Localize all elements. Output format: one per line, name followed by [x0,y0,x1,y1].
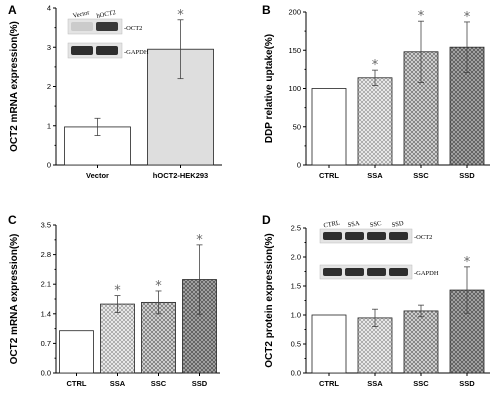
bar-ssc [403,310,439,374]
y-tick-label: 0.5 [291,340,301,349]
y-tick-label: 1 [47,121,51,130]
blot-band [323,268,342,276]
x-tick-label: SSA [367,379,383,388]
y-tick-label: 2 [47,82,51,91]
x-tick-label: SSD [459,379,475,388]
blot-lane-label: CTRL [323,220,341,230]
y-tick-label: 0 [47,161,51,170]
significance-star: * [155,279,162,294]
y-tick-label: 50 [293,122,301,131]
significance-star: * [114,284,121,299]
bar-ctrl [59,330,94,374]
y-axis-label: OCT2 mRNA expression(%) [9,21,20,152]
panel-label: A [8,3,17,17]
bar-ssa [100,303,135,374]
x-tick-label: SSA [367,171,383,180]
bar-ssc [141,301,176,374]
y-tick-label: 1.4 [41,309,51,318]
significance-star: * [196,233,203,248]
bar-ssa [357,77,393,166]
y-tick-label: 0.0 [291,369,301,378]
western-blot-inset: -OCT2 -GAPDH Vector hOCT2 [67,9,149,59]
panel-a: A OCT2 mRNA expression(%) 0 1 2 3 4 Vector hOCT2… [8,3,222,180]
x-tick-label: CTRL [319,171,339,180]
blot-lane-label: SSD [391,220,404,229]
blot-lane-label: SSC [369,220,382,229]
y-tick-label: 0.0 [41,369,51,378]
y-tick-label: 2.1 [41,280,51,289]
blot-band [96,22,118,31]
blot-band-label: -OCT2 [124,25,142,32]
y-tick-label: 2.5 [291,224,301,233]
blot-band [367,268,386,276]
significance-star: * [177,8,184,23]
panel-label: C [8,213,17,227]
blot-band [71,46,93,55]
blot-lane-label: hOCT2 [96,9,117,20]
blot-band [389,268,408,276]
significance-star: * [464,255,471,270]
x-tick-label: CTRL [319,379,339,388]
panel-d: D OCT2 protein expression(%) 0.0 0.5 1.0 1.5 2… [262,213,490,388]
y-tick-label: 1.0 [291,311,301,320]
x-tick-label: SSC [413,379,429,388]
x-tick-label: Vector [86,171,109,180]
x-tick-label: SSC [151,379,167,388]
y-axis-label: OCT2 protein expression(%) [264,233,275,367]
y-tick-label: 2.8 [41,250,51,259]
blot-band [323,232,342,240]
y-tick-label: 100 [288,84,301,93]
blot-band [345,232,364,240]
y-tick-label: 3 [47,43,51,52]
blot-band-label: -GAPDH [414,270,439,277]
panel-label: B [262,3,271,17]
y-tick-label: 200 [288,8,301,17]
x-tick-label: SSC [413,171,429,180]
blot-band [96,46,118,55]
panel-c: C OCT2 mRNA expression(%) 0.0 0.7 1.4 2.1 2.8 3… [8,213,220,388]
y-axis-label: OCT2 mRNA expression(%) [9,234,20,365]
blot-band [345,268,364,276]
panel-b: B DDP relative uptake(%) 0 50 100 150 200 CTRL S… [262,3,490,180]
blot-band [389,232,408,240]
x-tick-label: SSD [459,171,475,180]
blot-lane-label: Vector [72,9,91,20]
x-tick-label: CTRL [67,379,87,388]
y-tick-label: 4 [47,4,51,13]
blot-band-label: -GAPDH [124,49,149,56]
blot-band-label: -OCT2 [414,234,432,241]
blot-band [367,232,386,240]
y-tick-label: 1.5 [291,282,301,291]
y-tick-label: 150 [288,46,301,55]
panel-label: D [262,213,271,227]
blot-lane-label: SSA [347,220,360,229]
bar-ctrl [311,88,347,166]
y-axis-label: DDP relative uptake(%) [264,34,275,143]
y-tick-label: 2.0 [291,253,301,262]
blot-strip [319,264,413,280]
y-tick-label: 0.7 [41,339,51,348]
western-blot-inset: -OCT2 -GAPDH CTRL SSA SSC SSD [319,220,439,280]
x-tick-label: hOCT2-HEK293 [153,171,208,180]
blot-band [71,22,93,31]
significance-star: * [418,9,425,24]
x-tick-label: SSA [110,379,126,388]
significance-star: * [464,10,471,25]
y-tick-label: 3.5 [41,221,51,230]
y-tick-label: 0 [297,161,301,170]
blot-strip [319,228,413,244]
bar-ctrl [311,314,347,374]
x-tick-label: SSD [192,379,208,388]
significance-star: * [372,58,379,73]
